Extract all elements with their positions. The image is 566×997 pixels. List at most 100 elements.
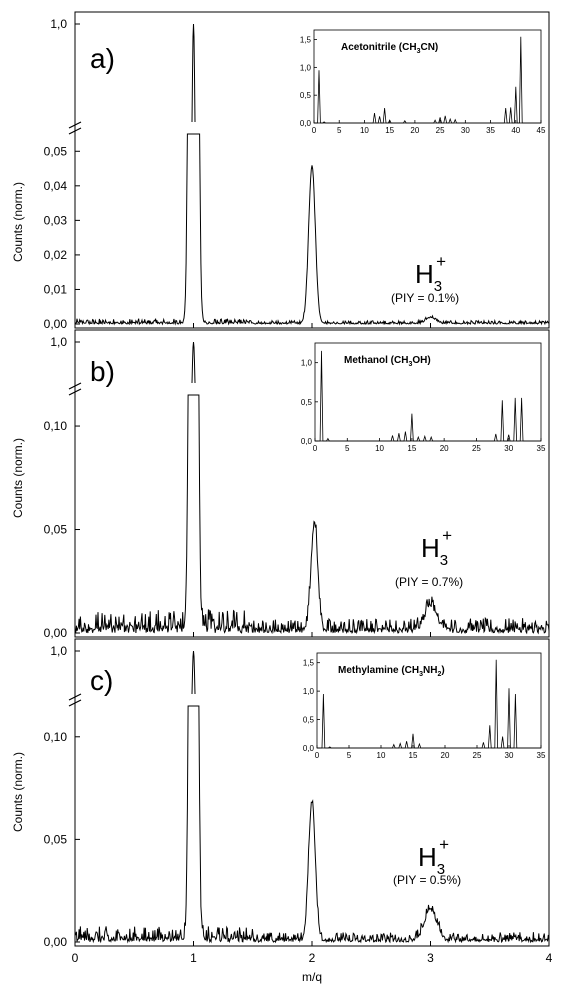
inset-x-tick-label: 15 (409, 751, 418, 760)
y-tick-label-upper: 1,0 (50, 644, 67, 658)
inset-title-subscript-2: 2 (437, 671, 441, 678)
inset-spectrum-line (315, 350, 541, 442)
inset-x-tick-label: 30 (504, 444, 513, 453)
y-tick-label: 0,02 (44, 248, 68, 262)
inset-title-subscript: 3 (419, 671, 423, 678)
inset-x-tick-label: 45 (537, 126, 546, 135)
panel-label: b) (90, 356, 115, 387)
panel-3: 0,000,050,101,0c)H3+(PIY = 0.5%)0 5 10 15 20… (44, 638, 550, 949)
inset-y-tick-label: 0,5 (301, 398, 313, 407)
peak-break-gap (185, 384, 202, 394)
inset-chart: 0 5 10 15 20 25 30 35 0,0 0,5 1,0 1,5 Methylamine (C… (303, 652, 546, 760)
inset-title: Methylamine (CH3NH2) (338, 665, 445, 678)
y-tick-label: 0,05 (44, 144, 68, 158)
panel-1: 0,000,010,020,030,040,051,0a)H3+(PIY = 0… (44, 11, 550, 331)
inset-x-tick-label: 35 (537, 444, 546, 453)
inset-y-tick-label: 1,0 (303, 687, 315, 696)
signal-line-lower (74, 133, 549, 326)
axis-break-mark (68, 382, 82, 396)
inset-y-tick-label: 0,5 (303, 716, 315, 725)
inset-title-rest: CN) (420, 42, 438, 53)
inset-spectrum-line (317, 659, 541, 749)
inset-title-rest: OH) (412, 355, 430, 366)
y-axis-title: Counts (norm.) (11, 438, 25, 518)
inset-x-tick-label: 10 (360, 126, 369, 135)
panel-2: 0,00 0,05 0,10 1,0 b) H3 + (PIY = 0.7%) 0 5 10 15 20… (44, 329, 550, 640)
inset-y-tick-label: 0,5 (300, 91, 312, 100)
ion-label-subscript: 3 (440, 552, 448, 569)
inset-title: Acetonitrile (CH3CN) (341, 42, 438, 55)
signal-line-lower (74, 394, 550, 635)
inset-x-tick-label: 20 (440, 444, 449, 453)
inset-x-tick-label: 5 (347, 751, 352, 760)
inset-title: Methanol (CH3OH) (344, 355, 431, 368)
y-tick-label-upper: 1,0 (50, 17, 67, 31)
inset-x-tick-label: 10 (375, 444, 384, 453)
inset-title-subscript: 3 (417, 48, 421, 55)
ion-label: H3 + (418, 835, 449, 878)
inset-spectrum-line (314, 36, 541, 124)
y-tick-label: 0,00 (44, 935, 68, 949)
inset-title-main: Acetonitrile (CH (341, 42, 417, 53)
panel-label: c) (90, 665, 113, 696)
signal-line-lower (74, 705, 550, 944)
y-tick-label: 0,05 (44, 523, 68, 537)
ion-label-main: H (418, 842, 437, 872)
inset-x-tick-label: 5 (345, 444, 350, 453)
y-tick-label-upper: 1,0 (50, 335, 67, 349)
inset-y-tick-label: 0,0 (300, 119, 312, 128)
piy-label: (PIY = 0.1%) (391, 291, 459, 305)
ion-label: H3 + (421, 526, 452, 569)
inset-x-tick-label: 20 (410, 126, 419, 135)
axis-break-line (68, 382, 82, 390)
axis-break-line (68, 127, 82, 135)
ion-label-main: H (421, 533, 440, 563)
y-tick-label: 0,01 (44, 282, 68, 296)
x-tick-label: 1 (190, 951, 197, 965)
y-tick-label: 0,00 (44, 317, 68, 331)
inset-chart: 0 5 10 15 20 25 30 35 0,0 0,5 1,0 Methanol (CH3OH) (301, 342, 546, 453)
x-tick-label: 2 (309, 951, 316, 965)
ion-label-superscript: + (436, 252, 446, 271)
inset-x-tick-label: 0 (315, 751, 320, 760)
signal-line-upper (191, 650, 196, 695)
ion-label-superscript: + (439, 835, 449, 854)
inset-x-tick-label: 35 (486, 126, 495, 135)
inset-y-tick-label: 1,0 (301, 359, 313, 368)
inset-y-tick-label: 0,0 (303, 744, 315, 753)
inset-x-tick-label: 30 (505, 751, 514, 760)
y-tick-label: 0,04 (44, 179, 68, 193)
y-tick-label: 0,05 (44, 832, 68, 846)
signal-line-upper (191, 23, 196, 123)
inset-frame (316, 652, 542, 749)
ion-label-superscript: + (442, 526, 452, 545)
inset-y-tick-label: 1,0 (300, 63, 312, 72)
piy-label: (PIY = 0.7%) (395, 575, 463, 589)
ion-label: H3 + (415, 252, 446, 295)
inset-y-tick-label: 0,0 (301, 437, 313, 446)
axis-break-line (68, 699, 82, 707)
inset-x-tick-label: 25 (436, 126, 445, 135)
inset-title-main: Methanol (CH (344, 355, 408, 366)
axis-break-line (68, 388, 82, 396)
axis-break-line (68, 693, 82, 701)
x-tick-label: 3 (427, 951, 434, 965)
inset-x-tick-label: 40 (511, 126, 520, 135)
inset-title-rest: NH (423, 665, 437, 676)
y-tick-label: 0,10 (44, 419, 68, 433)
inset-x-tick-label: 20 (441, 751, 450, 760)
inset-x-tick-label: 0 (313, 444, 318, 453)
ion-label-subscript: 3 (434, 278, 442, 295)
inset-y-tick-label: 1,5 (300, 36, 312, 45)
inset-x-tick-label: 30 (461, 126, 470, 135)
ion-label-subscript: 3 (437, 861, 445, 878)
inset-x-tick-label: 0 (312, 126, 317, 135)
inset-x-tick-label: 15 (407, 444, 416, 453)
y-tick-label: 0,00 (44, 626, 68, 640)
peak-break-gap (185, 695, 202, 705)
axis-break-mark (68, 693, 82, 707)
inset-x-tick-label: 10 (377, 751, 386, 760)
y-axis-title: Counts (norm.) (11, 752, 25, 832)
